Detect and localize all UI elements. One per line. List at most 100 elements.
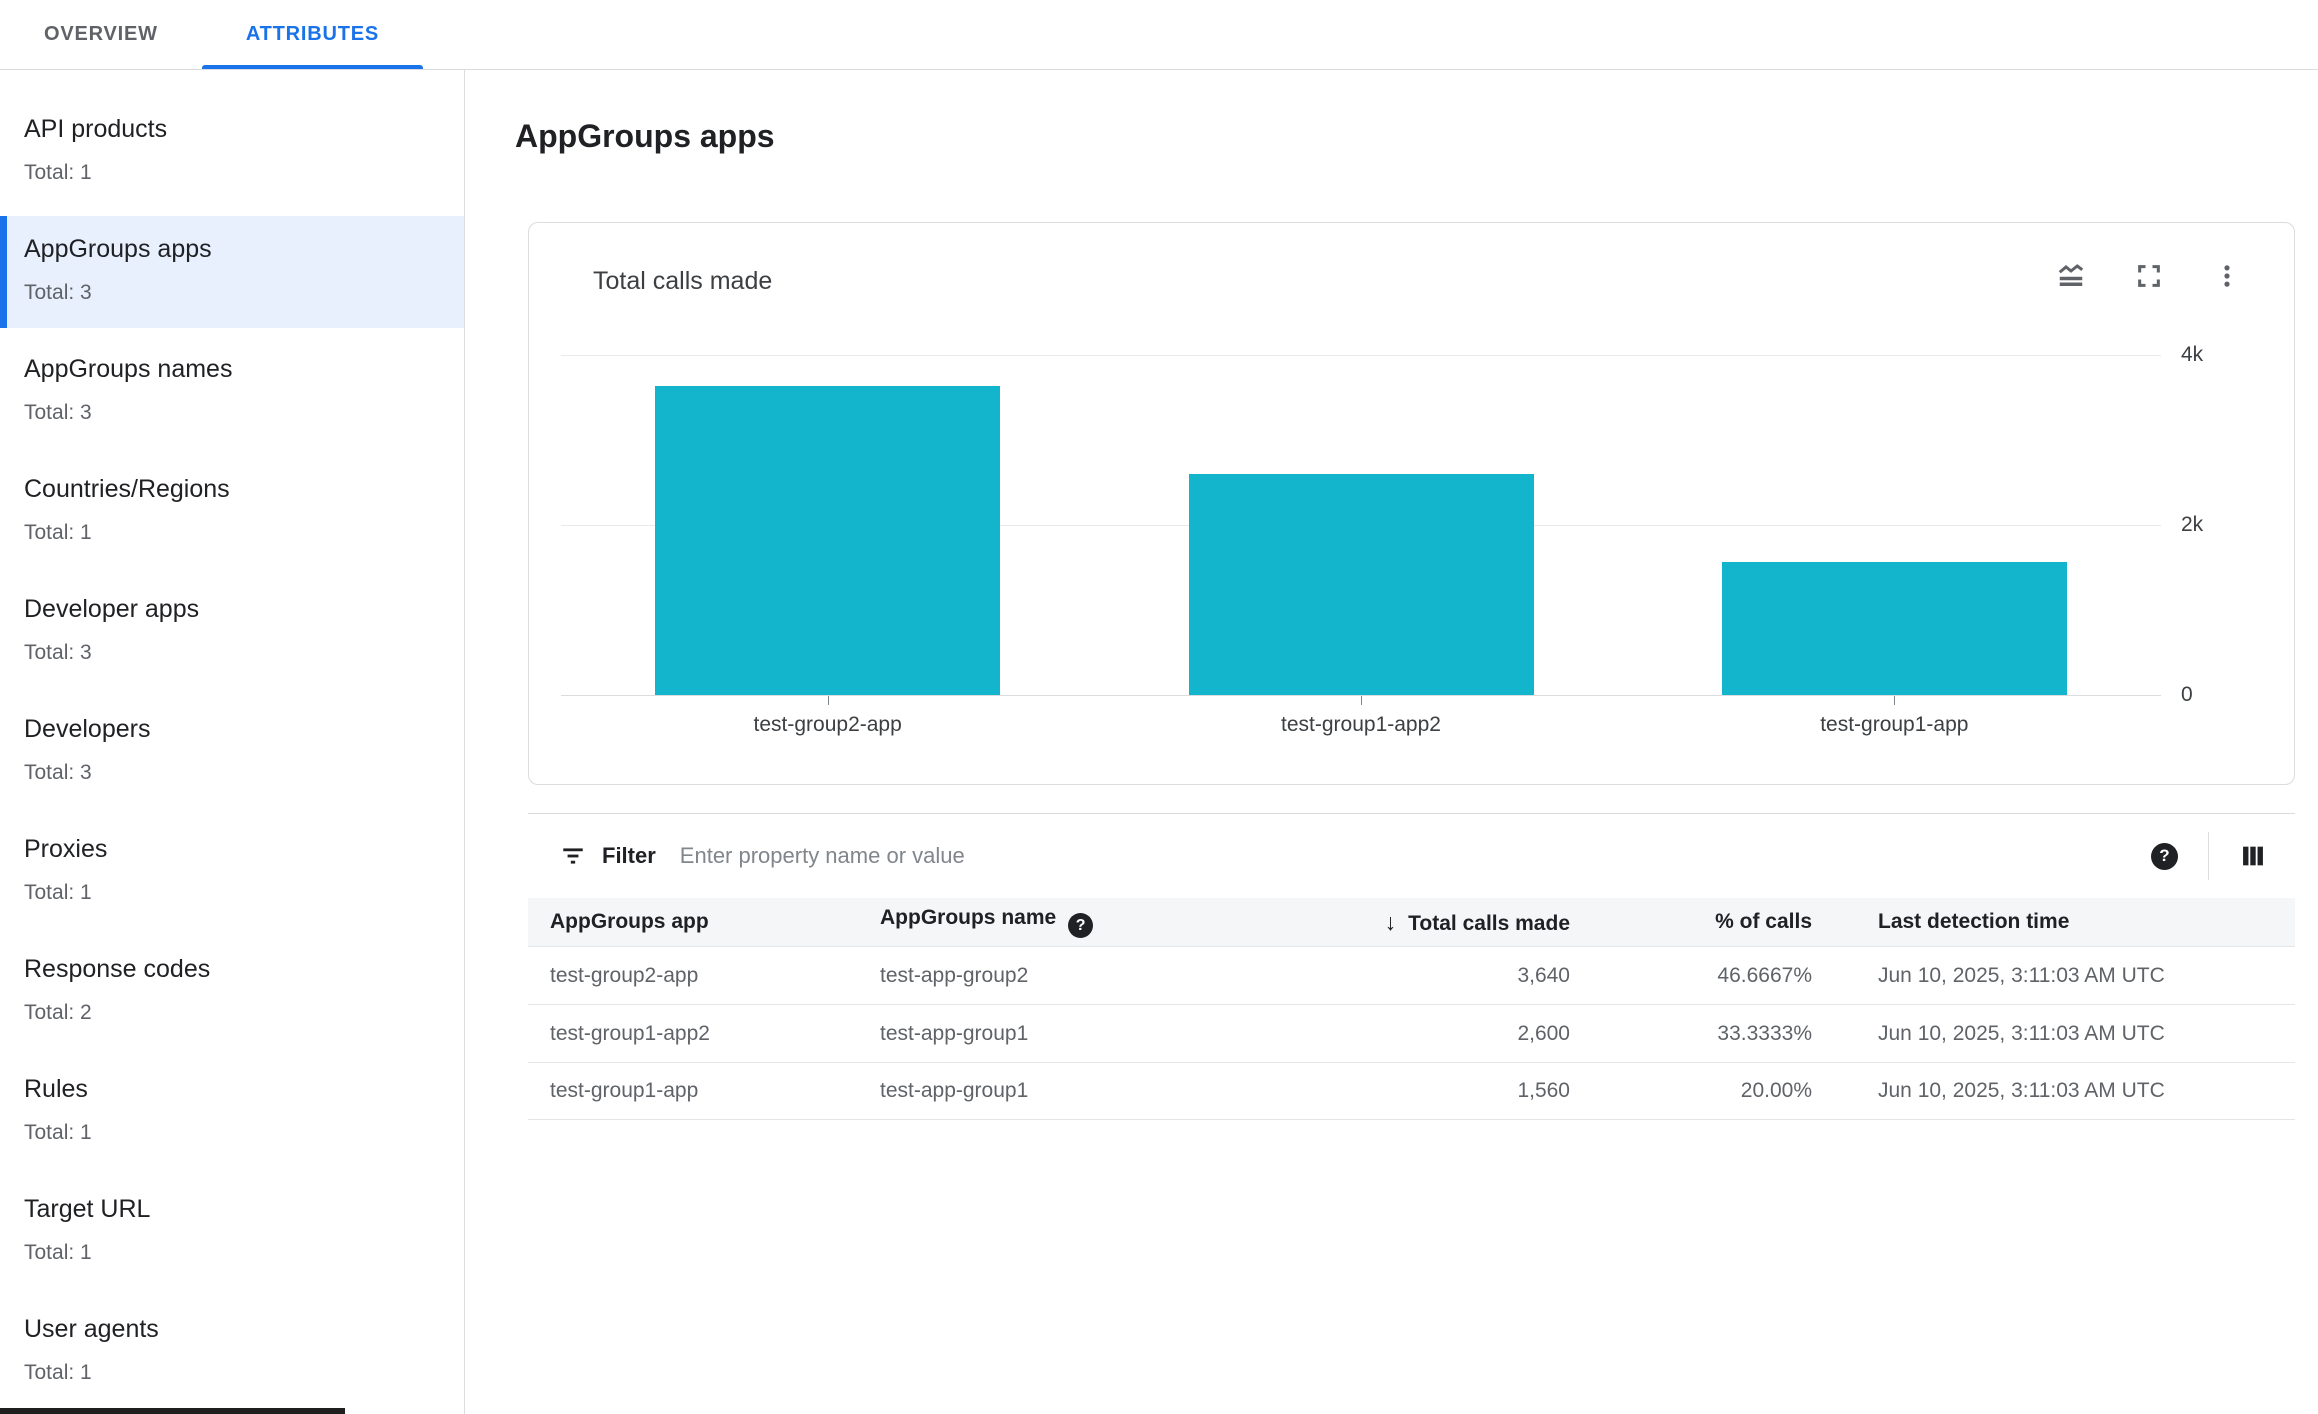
- sort-descending-icon: ↓: [1384, 908, 1397, 935]
- table-cell: 20.00%: [1740, 1079, 1812, 1102]
- table-cell: test-group1-app: [550, 1079, 699, 1102]
- sidebar-item-proxies[interactable]: Proxies Total: 1: [0, 816, 464, 928]
- sidebar-item-label: Target URL: [24, 1195, 151, 1223]
- sidebar-item-developers[interactable]: Developers Total: 3: [0, 696, 464, 808]
- x-axis-tick: [1894, 696, 1896, 705]
- column-header-total-calls-made[interactable]: ↓ Total calls made: [1340, 909, 1570, 936]
- column-header-label: AppGroups app: [550, 910, 709, 933]
- sidebar-item-label: AppGroups names: [24, 355, 233, 383]
- sidebar-item-countries-regions[interactable]: Countries/Regions Total: 1: [0, 456, 464, 568]
- table-row: test-group1-app test-app-group1 1,560 20.00…: [528, 1062, 2295, 1120]
- table-row: test-group2-app test-app-group2 3,640 46.66…: [528, 946, 2295, 1004]
- sidebar-item-target-url[interactable]: Target URL Total: 1: [0, 1176, 464, 1288]
- column-display-icon[interactable]: [2239, 842, 2267, 870]
- bar-chart-plot-area: 4k 2k 0: [561, 343, 2203, 706]
- chart-style-icon[interactable]: [2056, 261, 2086, 291]
- sidebar-item-total: Total: 2: [24, 1001, 92, 1024]
- x-axis-label: test-group2-app: [753, 713, 902, 736]
- table-cell: 1,560: [1517, 1079, 1570, 1102]
- more-options-icon[interactable]: [2212, 261, 2242, 291]
- filter-input[interactable]: [679, 843, 2151, 869]
- table-row: test-group1-app2 test-app-group1 2,600 33.3…: [528, 1004, 2295, 1062]
- filter-icon: [563, 848, 583, 864]
- table-cell: test-app-group1: [880, 1021, 1029, 1045]
- column-help-icon[interactable]: ?: [1068, 913, 1094, 939]
- x-axis-tick: [1361, 696, 1362, 705]
- sidebar-item-total: Total: 3: [24, 401, 92, 424]
- table-cell: test-app-group2: [880, 963, 1029, 987]
- sidebar-item-total: Total: 1: [24, 881, 92, 904]
- horizontal-scrollbar-thumb[interactable]: [0, 1408, 345, 1414]
- sidebar-item-developer-apps[interactable]: Developer apps Total: 3: [0, 576, 464, 688]
- filter-help-icon[interactable]: ?: [2151, 842, 2178, 870]
- sidebar-item-label: AppGroups apps: [24, 235, 212, 263]
- column-header-label: Last detection time: [1878, 910, 2070, 933]
- sidebar-item-appgroups-apps[interactable]: AppGroups apps Total: 3: [0, 216, 464, 328]
- table-cell: 3,640: [1517, 963, 1570, 987]
- tab-bar: OVERVIEW ATTRIBUTES: [0, 0, 2318, 70]
- gridline-0: [561, 695, 2161, 696]
- sidebar-item-appgroups-names[interactable]: AppGroups names Total: 3: [0, 336, 464, 448]
- y-axis-tick-label: 4k: [2181, 343, 2204, 366]
- sidebar-item-total: Total: 3: [24, 761, 92, 784]
- sidebar-item-total: Total: 1: [24, 161, 92, 184]
- column-header-appgroups-app[interactable]: AppGroups app: [550, 910, 880, 934]
- column-header-label: Total calls made: [1408, 911, 1570, 935]
- column-header--of-calls[interactable]: % of calls: [1570, 910, 1812, 934]
- sidebar-item-total: Total: 3: [24, 641, 92, 664]
- sidebar-item-total: Total: 1: [24, 1121, 92, 1144]
- sidebar-item-total: Total: 1: [24, 521, 92, 544]
- sidebar-item-total: Total: 3: [24, 281, 92, 304]
- sidebar-item-total: Total: 1: [24, 1241, 92, 1264]
- filter-toolbar: Filter ?: [528, 814, 2295, 898]
- bar-test-group1-app[interactable]: [1721, 562, 2067, 695]
- table-cell: 2,600: [1517, 1021, 1570, 1045]
- tab-overview[interactable]: OVERVIEW: [44, 23, 158, 45]
- table-cell: Jun 10, 2025, 3:11:03 AM UTC: [1878, 1079, 2165, 1102]
- table-cell: Jun 10, 2025, 3:11:03 AM UTC: [1878, 1021, 2165, 1045]
- y-axis-tick-label: 2k: [2181, 513, 2204, 536]
- table-cell: test-app-group1: [880, 1079, 1029, 1102]
- x-axis-label: test-group1-app2: [1281, 713, 1441, 736]
- sidebar-item-label: Developers: [24, 715, 151, 743]
- x-axis-tick: [827, 696, 829, 705]
- sidebar-item-label: Proxies: [24, 835, 108, 863]
- table-cell: Jun 10, 2025, 3:11:03 AM UTC: [1878, 963, 2165, 987]
- sidebar-item-api-products[interactable]: API products Total: 1: [0, 96, 464, 208]
- toolbar-divider: [2208, 832, 2209, 880]
- sidebar-item-label: Developer apps: [24, 595, 200, 623]
- sidebar-item-rules[interactable]: Rules Total: 1: [0, 1056, 464, 1168]
- column-header-last-detection-time[interactable]: Last detection time: [1812, 910, 2273, 934]
- sidebar-item-label: Response codes: [24, 955, 211, 983]
- total-calls-chart-card: Total calls made: [528, 222, 2295, 785]
- sidebar-item-response-codes[interactable]: Response codes Total: 2: [0, 936, 464, 1048]
- filter-label: Filter: [602, 843, 656, 868]
- attributes-table: AppGroups app AppGroups name? ↓ Total calls…: [528, 898, 2295, 1120]
- bar-chart-x-axis: test-group2-app test-group1-app2 test-grou…: [561, 695, 2161, 755]
- sidebar-item-label: User agents: [24, 1315, 159, 1343]
- column-header-appgroups-name[interactable]: AppGroups name?: [880, 906, 1340, 939]
- table-cell: test-group1-app2: [550, 1021, 710, 1045]
- sidebar-item-label: API products: [24, 115, 168, 143]
- bar-test-group1-app2[interactable]: [1188, 474, 1534, 695]
- attributes-table-section: Filter ? AppGroups app AppGroups name? ↓ To…: [528, 813, 2295, 1120]
- table-cell: 33.3333%: [1717, 1021, 1812, 1045]
- gridline-4k: [561, 355, 2161, 356]
- bar-test-group2-app[interactable]: [655, 385, 1001, 695]
- sidebar-item-user-agents[interactable]: User agents Total: 1: [0, 1296, 464, 1408]
- sidebar-item-label: Countries/Regions: [24, 475, 230, 503]
- x-axis-label: test-group1-app: [1820, 713, 1969, 736]
- column-header-label: AppGroups name: [880, 905, 1057, 929]
- table-cell: test-group2-app: [550, 963, 699, 987]
- sidebar-item-label: Rules: [24, 1075, 88, 1103]
- fullscreen-icon[interactable]: [2134, 261, 2164, 291]
- table-cell: 46.6667%: [1717, 963, 1812, 987]
- sidebar-item-total: Total: 1: [24, 1361, 92, 1384]
- table-header-row: AppGroups app AppGroups name? ↓ Total calls…: [528, 898, 2295, 946]
- chart-title: Total calls made: [593, 267, 773, 295]
- attributes-sidebar: API products Total: 1 AppGroups apps Total:…: [0, 70, 465, 1414]
- column-header-label: % of calls: [1715, 910, 1812, 933]
- page-title: AppGroups apps: [515, 118, 775, 154]
- tab-attributes[interactable]: ATTRIBUTES: [201, 0, 424, 69]
